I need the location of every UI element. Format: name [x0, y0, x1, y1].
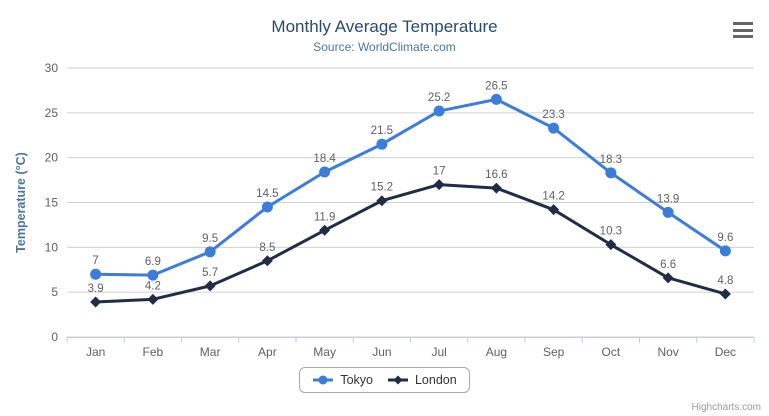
data-label-london: 4.8	[717, 275, 733, 287]
x-axis-label: Dec	[715, 345, 736, 359]
marker-london[interactable]	[719, 288, 731, 300]
hamburger-icon	[733, 35, 753, 38]
marker-tokyo[interactable]	[90, 268, 102, 280]
data-label-tokyo: 25.2	[428, 92, 450, 104]
marker-london[interactable]	[490, 182, 502, 194]
marker-london[interactable]	[147, 293, 159, 305]
x-axis-label: Apr	[258, 345, 277, 359]
x-axis-label: Jul	[431, 345, 446, 359]
data-label-london: 10.3	[600, 226, 622, 238]
data-label-london: 5.7	[202, 267, 218, 279]
legend-circle-icon	[313, 375, 334, 385]
y-axis-label: 0	[51, 330, 58, 344]
data-label-tokyo: 9.5	[202, 233, 218, 245]
x-axis-label: Sep	[543, 345, 565, 359]
marker-london[interactable]	[433, 179, 445, 191]
data-label-london: 11.9	[314, 211, 336, 223]
marker-tokyo[interactable]	[433, 105, 445, 117]
data-label-tokyo: 18.3	[600, 154, 622, 166]
data-label-london: 3.9	[88, 283, 104, 295]
x-axis-label: Jun	[372, 345, 391, 359]
data-label-london: 15.2	[371, 182, 393, 194]
chart-title: Monthly Average Temperature	[271, 17, 498, 36]
marker-tokyo[interactable]	[376, 138, 388, 150]
y-axis-label: 15	[45, 196, 59, 210]
y-axis-label: 30	[45, 61, 59, 75]
data-label-tokyo: 18.4	[313, 153, 336, 165]
marker-london[interactable]	[90, 296, 102, 308]
data-label-london: 8.5	[259, 242, 275, 254]
marker-tokyo[interactable]	[719, 245, 731, 257]
hamburger-icon	[733, 22, 753, 25]
data-label-london: 6.6	[660, 259, 676, 271]
data-label-tokyo: 26.5	[485, 80, 507, 92]
legend-item-london[interactable]: London	[387, 373, 457, 387]
data-label-london: 16.6	[485, 169, 507, 181]
marker-tokyo[interactable]	[261, 201, 273, 213]
y-axis-label: 25	[45, 106, 59, 120]
series-line-london	[94, 183, 727, 304]
data-label-tokyo: 21.5	[371, 125, 393, 137]
x-axis-label: Jan	[86, 345, 105, 359]
marker-tokyo[interactable]	[605, 167, 617, 179]
legend-diamond-icon	[387, 375, 408, 385]
x-axis-label: Nov	[657, 345, 678, 359]
x-axis-label: Feb	[143, 345, 164, 359]
legend-label: Tokyo	[340, 373, 373, 387]
y-axis-title: Temperature (°C)	[14, 152, 28, 253]
marker-tokyo[interactable]	[204, 246, 216, 258]
marker-tokyo[interactable]	[662, 206, 674, 218]
legend-box: Tokyo London	[299, 367, 470, 393]
y-axis-label: 10	[45, 240, 59, 254]
export-menu-button[interactable]	[731, 20, 755, 40]
data-label-tokyo: 23.3	[542, 109, 564, 121]
marker-london[interactable]	[204, 280, 216, 292]
marker-tokyo[interactable]	[319, 166, 331, 178]
marker-tokyo[interactable]	[490, 93, 502, 105]
x-axis-label: Mar	[200, 345, 221, 359]
chart-subtitle: Source: WorldClimate.com	[313, 40, 456, 54]
marker-tokyo[interactable]	[147, 269, 159, 281]
credits-link[interactable]: Highcharts.com	[691, 402, 761, 413]
y-axis-label: 5	[51, 285, 58, 299]
marker-london[interactable]	[548, 204, 560, 216]
data-label-london: 17	[433, 166, 446, 178]
data-label-tokyo: 13.9	[657, 193, 679, 205]
x-axis-label: May	[313, 345, 336, 359]
x-axis-label: Aug	[486, 345, 507, 359]
data-label-london: 4.2	[145, 280, 161, 292]
data-label-tokyo: 9.6	[717, 232, 733, 244]
legend: Tokyo London	[0, 367, 769, 393]
series-line-tokyo	[94, 97, 727, 277]
data-label-london: 14.2	[542, 191, 564, 203]
legend-label: London	[414, 373, 457, 387]
hamburger-icon	[733, 28, 753, 32]
data-label-tokyo: 14.5	[256, 188, 278, 200]
data-label-tokyo: 7	[92, 255, 98, 267]
data-label-tokyo: 6.9	[145, 256, 161, 268]
legend-item-tokyo[interactable]: Tokyo	[312, 373, 373, 387]
x-axis-label: Oct	[602, 345, 621, 359]
y-axis-label: 20	[45, 151, 59, 165]
marker-london[interactable]	[261, 255, 273, 267]
marker-london[interactable]	[376, 195, 388, 207]
marker-london[interactable]	[605, 239, 617, 251]
marker-london[interactable]	[662, 272, 674, 284]
marker-tokyo[interactable]	[548, 122, 560, 134]
marker-london[interactable]	[319, 224, 331, 236]
